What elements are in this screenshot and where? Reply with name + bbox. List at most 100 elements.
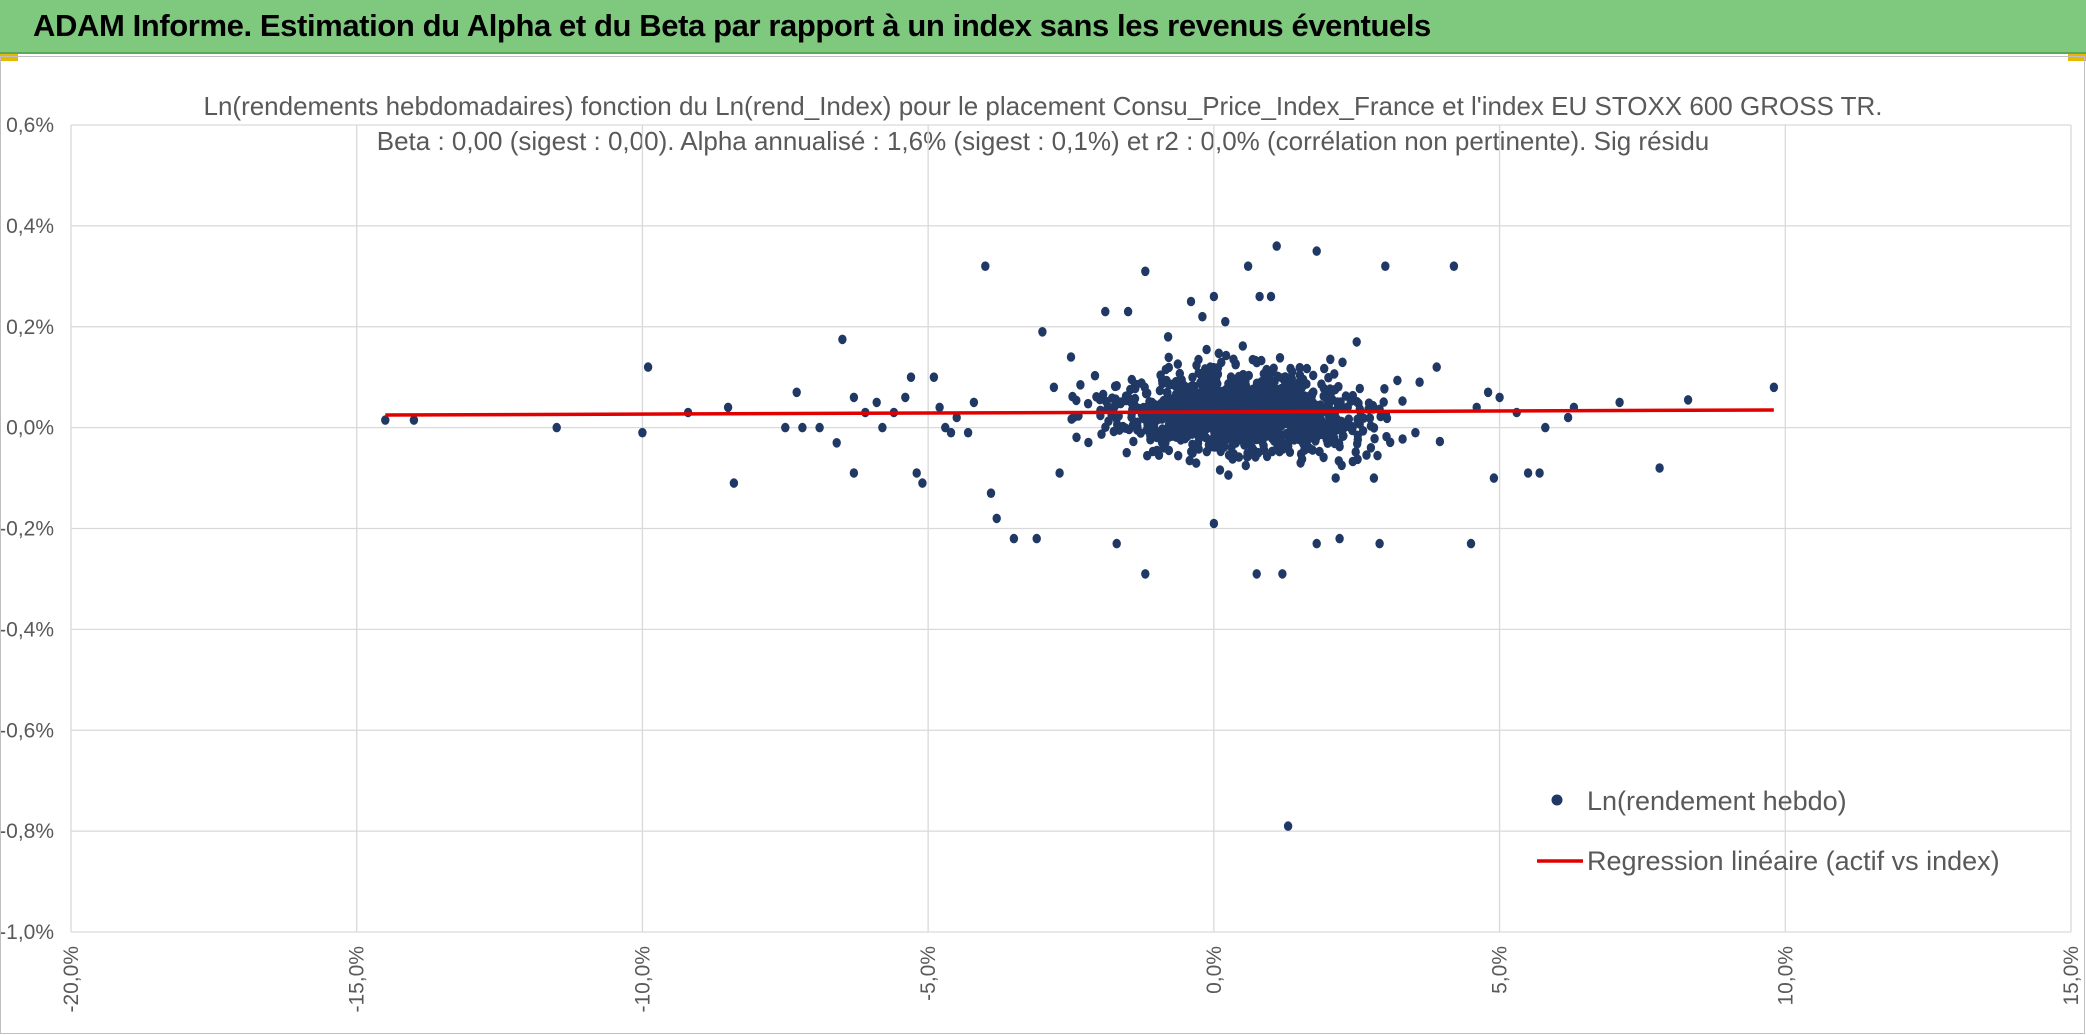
data-point <box>1049 382 1059 393</box>
data-point <box>1339 431 1348 441</box>
data-point <box>1161 438 1170 448</box>
x-tick-label: 5,0% <box>1489 946 1512 994</box>
data-point <box>1158 424 1168 435</box>
data-point <box>1286 363 1295 374</box>
data-point <box>1214 348 1224 359</box>
data-point <box>1330 438 1339 449</box>
data-point <box>1072 395 1081 406</box>
data-point <box>1164 445 1174 456</box>
data-point <box>1214 434 1223 445</box>
data-point <box>1209 291 1219 302</box>
data-point <box>1563 412 1573 423</box>
data-point <box>1202 395 1212 405</box>
x-tick-label: -10,0% <box>631 946 654 1013</box>
data-points <box>381 241 1779 831</box>
data-point <box>1523 468 1533 478</box>
data-point <box>1355 413 1364 423</box>
data-point <box>1266 291 1276 302</box>
x-tick-label: 15,0% <box>2060 946 2083 1006</box>
data-point <box>1215 465 1225 475</box>
data-point <box>1072 432 1081 443</box>
data-point <box>832 438 841 448</box>
data-point <box>1308 445 1317 455</box>
data-point <box>1344 414 1354 425</box>
gridlines <box>70 124 2072 933</box>
legend-label-regression: Regression linéaire (actif vs index) <box>1587 846 2000 876</box>
data-point <box>1283 821 1293 831</box>
data-point <box>1271 402 1281 412</box>
data-point <box>849 392 859 403</box>
data-point <box>1243 448 1252 458</box>
chart-frame: Ln(rendements hebdomadaires) fonction du… <box>0 56 2085 1034</box>
data-point <box>1110 401 1119 412</box>
data-point <box>1280 383 1289 393</box>
data-point <box>1258 425 1268 435</box>
data-point <box>1156 370 1165 381</box>
data-point <box>1273 371 1283 382</box>
data-point <box>1224 450 1234 460</box>
data-point <box>1199 385 1209 396</box>
data-point <box>969 397 979 408</box>
data-point <box>1432 362 1441 372</box>
data-point <box>1055 468 1064 478</box>
data-point <box>1261 390 1270 401</box>
data-point <box>1262 364 1271 375</box>
data-point <box>1311 436 1320 446</box>
data-point <box>849 468 859 478</box>
data-point <box>1312 538 1321 549</box>
data-point <box>1216 399 1225 409</box>
data-point <box>935 402 944 413</box>
data-point <box>1495 392 1504 403</box>
data-point <box>1243 261 1253 271</box>
scatter-chart: Ln(rendements hebdomadaires) fonction du… <box>1 87 2083 1013</box>
regression-layer <box>385 408 1774 417</box>
data-point <box>872 397 881 408</box>
data-point <box>1140 414 1149 424</box>
data-point <box>1180 381 1189 391</box>
data-point <box>1369 423 1379 433</box>
data-point <box>1241 460 1251 471</box>
data-point <box>1331 473 1340 483</box>
data-point <box>1097 429 1106 440</box>
data-point <box>1237 393 1247 403</box>
data-point <box>1354 398 1363 409</box>
x-tick-label: 10,0% <box>1774 946 1797 1006</box>
data-point <box>1145 397 1154 407</box>
data-point <box>1152 432 1162 443</box>
data-point <box>878 422 887 433</box>
data-point <box>1375 538 1384 549</box>
data-point <box>1227 442 1236 452</box>
data-point <box>1308 416 1317 427</box>
data-point <box>1483 387 1493 398</box>
data-point <box>929 372 939 383</box>
data-point <box>1108 393 1117 404</box>
data-point <box>798 422 807 433</box>
data-point <box>1136 428 1145 438</box>
data-point <box>1315 446 1324 457</box>
data-point <box>729 478 739 488</box>
data-point <box>1188 372 1197 383</box>
data-point <box>1173 359 1183 369</box>
y-tick-label: 0,6% <box>6 114 54 137</box>
y-tick-label: -0,6% <box>1 719 54 742</box>
data-point <box>838 334 847 345</box>
data-point <box>1683 395 1693 405</box>
data-point <box>1309 370 1318 381</box>
data-point <box>1366 443 1376 453</box>
data-point <box>792 387 801 398</box>
data-point <box>1293 389 1303 400</box>
data-point <box>1101 306 1110 317</box>
data-point <box>1325 384 1335 394</box>
data-point <box>912 468 921 478</box>
data-point <box>1202 344 1211 355</box>
data-point <box>1141 266 1150 277</box>
data-point <box>1269 382 1278 393</box>
data-point <box>901 392 910 403</box>
data-point <box>1178 397 1187 407</box>
legend: Ln(rendement hebdo) Regression linéaire … <box>1537 786 2000 876</box>
data-point <box>1190 384 1199 395</box>
data-point <box>906 372 916 383</box>
data-point <box>1104 416 1113 427</box>
data-point <box>1165 428 1174 438</box>
data-point <box>1172 377 1181 388</box>
